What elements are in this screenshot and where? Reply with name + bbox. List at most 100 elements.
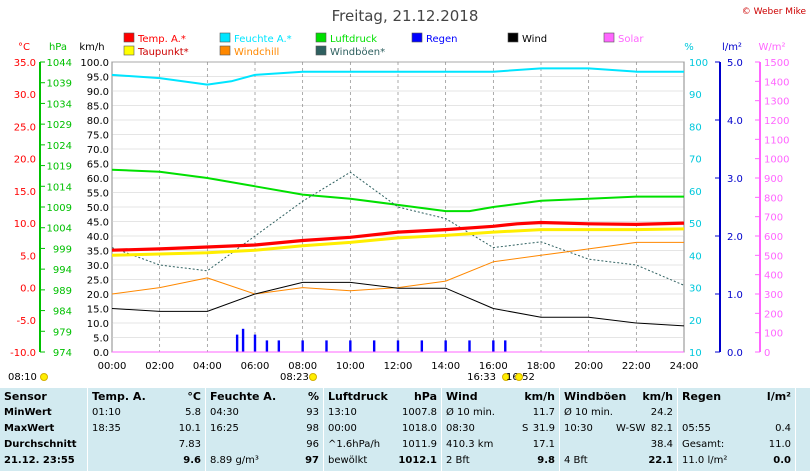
- sun-icon: [502, 373, 510, 381]
- col-temp: Temp. A. °C 01:10 5.8 18:35 10.1 7.83 9.6: [88, 388, 206, 471]
- wind-tick-label: 70.0: [87, 145, 109, 156]
- time-tick-label: 10:00: [336, 361, 365, 372]
- time-tick-label: 20:00: [574, 361, 603, 372]
- gust-avg: 38.4: [650, 439, 673, 450]
- pressure-tick-label: 989: [53, 286, 72, 297]
- wind-axis-unit: km/h: [79, 42, 104, 53]
- regen-total-label: Gesamt:: [682, 439, 725, 450]
- chart-title: Freitag, 21.12.2018: [332, 7, 479, 25]
- series-line: [111, 220, 685, 252]
- temp-tick-label: 35.0: [14, 58, 36, 69]
- statistics-table: Sensor MinWert MaxWert Durchschnitt 21.1…: [0, 388, 810, 471]
- rain-bar: [504, 340, 507, 352]
- temp-min: 5.8: [185, 407, 201, 418]
- series-line: [111, 241, 684, 295]
- pressure-tick-label: 979: [53, 327, 72, 338]
- rain-bar: [301, 340, 304, 352]
- pressure-tick-label: 999: [53, 244, 72, 255]
- gust-max-dir: W-SW: [616, 423, 646, 434]
- temp-tick-label: -5.0: [16, 316, 36, 327]
- luftdruck-unit: hPa: [413, 390, 437, 403]
- series-line: [111, 281, 685, 327]
- gust-max-time: 10:30: [564, 423, 593, 434]
- wind-current: 9.8: [537, 455, 555, 466]
- temp-unit: °C: [187, 390, 201, 403]
- regen-max: 0.4: [775, 423, 791, 434]
- legend-swatch: [123, 32, 135, 43]
- legend-label: Solar: [618, 34, 644, 45]
- rain-bar: [492, 340, 495, 352]
- row-label-current: 21.12. 23:55: [4, 455, 75, 466]
- wind-tick-label: 15.0: [87, 305, 109, 316]
- luftdruck-max-time: 00:00: [328, 423, 357, 434]
- sensor-header: Sensor: [4, 390, 47, 403]
- wind-tick-label: 90.0: [87, 87, 109, 98]
- feuchte-current: 97: [305, 455, 319, 466]
- pressure-tick-label: 984: [53, 307, 72, 318]
- legend-label: Wind: [522, 34, 547, 45]
- solar-tick-label: 1300: [764, 97, 789, 108]
- solar-tick-label: 1200: [764, 116, 789, 127]
- time-tick-label: 06:00: [241, 361, 270, 372]
- temp-axis-unit: °C: [18, 42, 30, 53]
- pressure-tick-label: 994: [53, 265, 72, 276]
- feuchte-min-time: 04:30: [210, 407, 239, 418]
- forecast-text: bewölkt: [328, 455, 368, 466]
- humidity-tick-label: 10: [689, 348, 702, 359]
- pressure-tick-label: 1014: [47, 182, 72, 193]
- legend-swatch: [123, 45, 135, 56]
- pressure-tick-label: 974: [53, 348, 72, 359]
- humidity-tick-label: 60: [689, 187, 702, 198]
- weather-chart: Freitag, 21.12.2018 © Weber Mike Temp. A…: [8, 7, 806, 383]
- wind-tick-label: 95.0: [87, 73, 109, 84]
- pressure-tick-label: 1019: [47, 162, 72, 173]
- solar-tick-label: 500: [764, 251, 783, 262]
- row-label-avg: Durchschnitt: [4, 439, 77, 450]
- regen-current: 0.0: [773, 455, 791, 466]
- rain-axis-unit: l/m²: [722, 42, 742, 53]
- wind-tick-label: 25.0: [87, 276, 109, 287]
- feuchte-max-time: 16:25: [210, 423, 239, 434]
- luftdruck-header: Luftdruck: [328, 390, 388, 403]
- legend-label: Windböen*: [330, 47, 385, 58]
- humidity-tick-label: 30: [689, 284, 702, 295]
- legend-swatch: [315, 32, 327, 43]
- humidity-tick-label: 70: [689, 155, 702, 166]
- wind-tick-label: 5.0: [93, 334, 109, 345]
- luftdruck-trend: ^1.6hPa/h: [328, 439, 381, 450]
- wind-avg10-label: Ø 10 min.: [446, 407, 495, 418]
- wind-max-time: 08:30: [446, 423, 475, 434]
- rain-bar: [468, 340, 471, 352]
- row-label-max: MaxWert: [4, 423, 55, 434]
- rain-bar: [444, 340, 447, 352]
- humidity-tick-label: 90: [689, 90, 702, 101]
- sun-icon: [40, 373, 48, 381]
- rain-bar: [372, 340, 376, 352]
- pressure-tick-label: 1034: [47, 99, 72, 110]
- luftdruck-avg: 1011.9: [402, 439, 437, 450]
- humidity-tick-label: 20: [689, 316, 702, 327]
- rain-bar: [277, 340, 281, 352]
- temp-tick-label: 5.0: [20, 251, 36, 262]
- humidity-tick-label: 40: [689, 251, 702, 262]
- regen-day: 11.0 l/m²: [682, 455, 728, 466]
- temp-current: 9.6: [183, 455, 201, 466]
- wind-tick-label: 55.0: [87, 189, 109, 200]
- legend-label: Luftdruck: [330, 34, 377, 45]
- wind-tick-label: 50.0: [87, 203, 109, 214]
- col-feuchte: Feuchte A.% 04:30 93 16:25 98 96 8.89 g/m³…: [206, 388, 324, 471]
- series-line: [111, 168, 684, 213]
- regen-header: Regen: [682, 390, 722, 403]
- wind-tick-label: 100.0: [80, 58, 109, 69]
- pressure-tick-label: 1009: [47, 203, 72, 214]
- humidity-axis-unit: %: [684, 42, 694, 53]
- gust-avg10: 24.2: [650, 407, 673, 418]
- legend-swatch: [507, 32, 519, 43]
- regen-total: 11.0: [768, 439, 791, 450]
- temp-tick-label: 10.0: [14, 219, 36, 230]
- temp-avg: 7.83: [178, 439, 201, 450]
- temp-header: Temp. A.: [92, 390, 146, 403]
- time-tick-label: 16:00: [479, 361, 508, 372]
- humidity-tick-label: 80: [689, 122, 702, 133]
- humidity-tick-label: 50: [689, 219, 702, 230]
